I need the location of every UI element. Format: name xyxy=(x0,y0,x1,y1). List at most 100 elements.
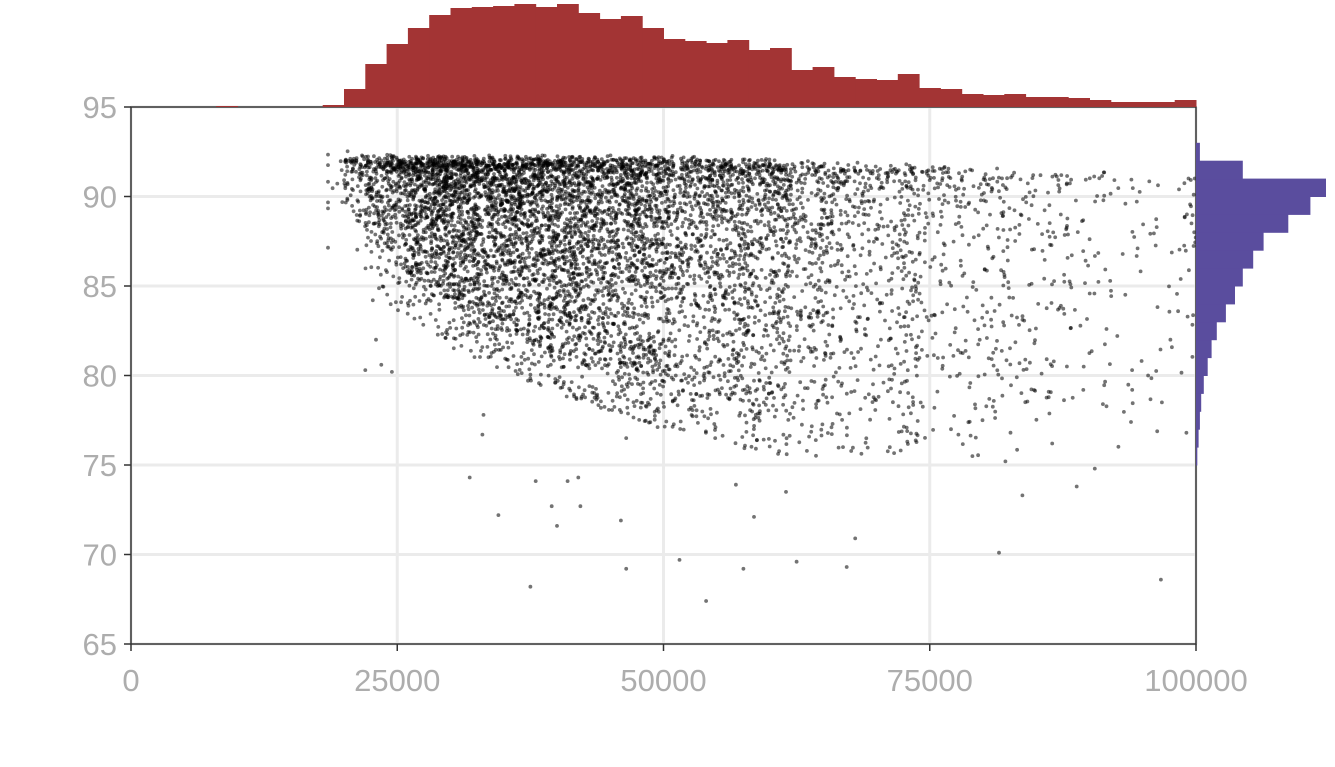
scatter-point xyxy=(522,276,527,281)
scatter-point xyxy=(546,364,550,369)
scatter-point xyxy=(584,223,588,228)
scatter-point xyxy=(775,330,780,335)
scatter-point xyxy=(781,315,786,320)
scatter-point xyxy=(821,304,826,309)
scatter-point xyxy=(1050,282,1054,287)
scatter-point xyxy=(958,258,963,263)
scatter-point xyxy=(1103,342,1107,347)
scatter-point xyxy=(953,194,958,199)
scatter-point xyxy=(996,372,1001,377)
scatter-point xyxy=(690,178,695,182)
scatter-point xyxy=(740,212,744,217)
scatter-point xyxy=(747,253,751,258)
scatter-point xyxy=(345,164,349,169)
scatter-point xyxy=(367,213,372,218)
scatter-point xyxy=(718,281,722,286)
scatter-point xyxy=(784,442,789,446)
scatter-point xyxy=(684,376,688,381)
scatter-point xyxy=(738,397,743,402)
scatter-point xyxy=(497,295,502,300)
scatter-point xyxy=(609,221,613,226)
scatter-point xyxy=(1047,411,1052,416)
scatter-point xyxy=(864,436,869,441)
scatter-point xyxy=(787,433,792,438)
scatter-point xyxy=(606,391,611,395)
scatter-point xyxy=(840,270,845,275)
scatter-point xyxy=(1007,295,1012,300)
scatter-point xyxy=(751,417,756,422)
scatter-point xyxy=(621,286,625,291)
scatter-point xyxy=(654,262,659,267)
scatter-point xyxy=(654,289,659,294)
scatter-point xyxy=(647,239,652,244)
scatter-point xyxy=(583,325,587,329)
scatter-point xyxy=(858,168,863,173)
scatter-point xyxy=(787,370,792,374)
scatter-point xyxy=(600,200,604,205)
scatter-point xyxy=(704,223,709,227)
scatter-point xyxy=(626,301,631,305)
scatter-point xyxy=(546,373,551,378)
scatter-point xyxy=(810,250,815,255)
scatter-point xyxy=(1019,391,1024,395)
scatter-point xyxy=(618,173,623,177)
scatter-point xyxy=(888,163,893,168)
scatter-point xyxy=(947,280,952,285)
scatter-point xyxy=(432,270,437,274)
scatter-point xyxy=(751,433,755,438)
scatter-point xyxy=(741,180,745,185)
scatter-point xyxy=(419,260,424,265)
scatter-point xyxy=(725,331,730,336)
scatter-point xyxy=(713,270,718,275)
scatter-point xyxy=(401,235,405,240)
scatter-point xyxy=(625,199,630,204)
scatter-point xyxy=(472,355,477,359)
scatter-point xyxy=(452,223,457,228)
scatter-point xyxy=(906,405,911,410)
scatter-point xyxy=(647,420,651,425)
scatter-point xyxy=(955,204,960,209)
scatter-point xyxy=(784,169,788,174)
scatter-point xyxy=(614,394,619,399)
scatter-point xyxy=(763,276,768,280)
scatter-point xyxy=(521,256,525,261)
scatter-point xyxy=(564,394,569,399)
scatter-point xyxy=(432,266,436,271)
scatter-point xyxy=(623,339,627,344)
scatter-point xyxy=(637,360,642,365)
scatter-point xyxy=(984,404,989,409)
scatter-point xyxy=(678,201,682,206)
scatter-point xyxy=(770,323,775,328)
scatter-point xyxy=(913,257,918,262)
scatter-point xyxy=(650,364,655,369)
scatter-point xyxy=(1069,177,1073,182)
scatter-point xyxy=(673,177,678,182)
scatter-point xyxy=(721,303,725,307)
scatter-point xyxy=(795,309,799,314)
scatter-point xyxy=(631,415,636,420)
scatter-point xyxy=(444,205,448,210)
scatter-point xyxy=(678,304,683,308)
scatter-point xyxy=(419,271,423,276)
scatter-point xyxy=(749,444,754,449)
scatter-point xyxy=(1134,254,1139,258)
scatter-point xyxy=(692,368,696,372)
scatter-point xyxy=(781,297,786,302)
scatter-point xyxy=(689,243,694,248)
scatter-point xyxy=(922,238,927,243)
scatter-point xyxy=(803,305,808,310)
scatter-point xyxy=(1179,370,1184,375)
scatter-point xyxy=(497,306,502,310)
scatter-point xyxy=(693,191,698,196)
scatter-point xyxy=(858,407,863,411)
scatter-point xyxy=(1006,286,1011,290)
scatter-point xyxy=(369,265,374,270)
scatter-point xyxy=(399,300,403,305)
scatter-point xyxy=(898,201,903,205)
scatter-point xyxy=(739,348,744,353)
scatter-point xyxy=(1134,199,1139,204)
scatter-point xyxy=(815,314,820,319)
scatter-point xyxy=(1191,244,1196,248)
scatter-point xyxy=(1002,275,1007,279)
scatter-point xyxy=(692,375,697,380)
